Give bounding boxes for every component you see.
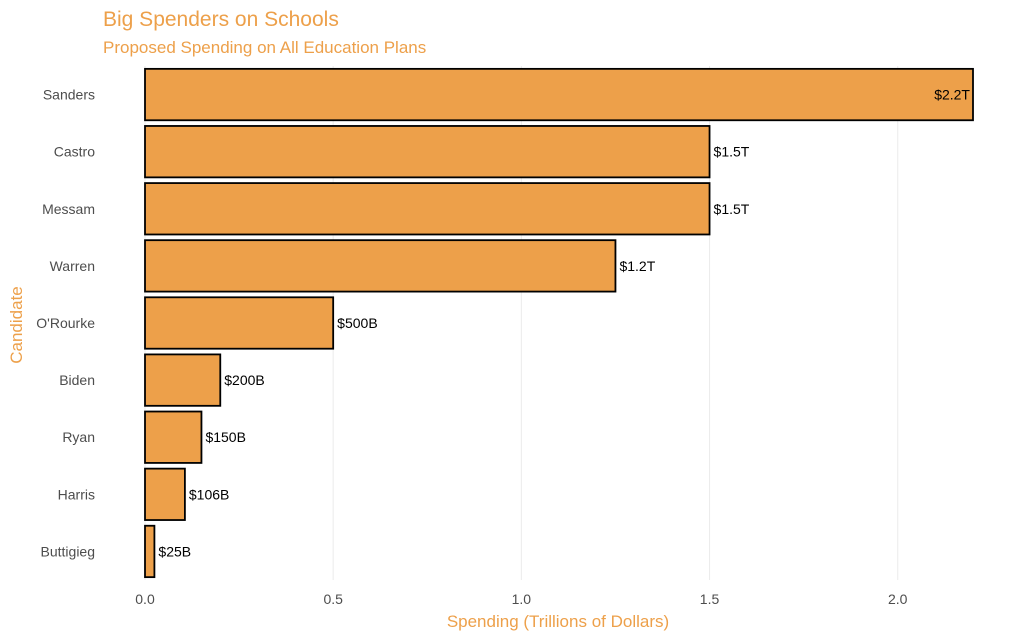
chart-subtitle: Proposed Spending on All Education Plans bbox=[103, 38, 426, 57]
bar bbox=[144, 524, 156, 579]
x-tick-label: 0.0 bbox=[135, 591, 155, 607]
y-tick-label: Biden bbox=[59, 372, 95, 388]
x-axis-title: Spending (Trillions of Dollars) bbox=[447, 612, 669, 631]
y-tick-label: Castro bbox=[54, 144, 95, 160]
data-label: $1.2T bbox=[619, 258, 655, 274]
data-label: $1.5T bbox=[714, 144, 750, 160]
y-axis-tick-labels: Sanders Castro Messam Warren O'Rourke Biden Ry… bbox=[36, 87, 95, 560]
bar bbox=[144, 467, 186, 521]
bar bbox=[144, 296, 335, 350]
data-labels: $2.2T $1.5T $1.5T $1.2T $500B $200B $150B $106B… bbox=[158, 87, 970, 560]
data-label: $25B bbox=[158, 543, 191, 559]
y-tick-label: Buttigieg bbox=[41, 543, 95, 559]
y-tick-label: Warren bbox=[50, 258, 95, 274]
y-tick-label: Harris bbox=[58, 486, 95, 502]
x-tick-label: 0.5 bbox=[323, 591, 343, 607]
y-tick-label: Messam bbox=[42, 201, 95, 217]
bars bbox=[144, 67, 974, 579]
data-label: $2.2T bbox=[934, 87, 970, 103]
x-axis-tick-labels: 0.0 0.5 1.0 1.5 2.0 bbox=[135, 591, 907, 607]
y-axis-title: Candidate bbox=[7, 286, 26, 364]
bar bbox=[144, 353, 222, 407]
x-tick-label: 1.0 bbox=[512, 591, 532, 607]
y-tick-label: Ryan bbox=[62, 429, 95, 445]
bar bbox=[144, 239, 617, 293]
bar bbox=[144, 410, 203, 464]
x-tick-label: 2.0 bbox=[888, 591, 908, 607]
data-label: $500B bbox=[337, 315, 377, 331]
bar bbox=[144, 67, 974, 122]
data-label: $150B bbox=[205, 429, 245, 445]
bar bbox=[144, 125, 711, 179]
chart-title: Big Spenders on Schools bbox=[103, 8, 339, 31]
data-label: $1.5T bbox=[714, 201, 750, 217]
y-tick-label: Sanders bbox=[43, 87, 95, 103]
bar bbox=[144, 182, 711, 236]
data-label: $106B bbox=[189, 486, 229, 502]
y-tick-label: O'Rourke bbox=[36, 315, 95, 331]
data-label: $200B bbox=[224, 372, 264, 388]
x-tick-label: 1.5 bbox=[700, 591, 720, 607]
